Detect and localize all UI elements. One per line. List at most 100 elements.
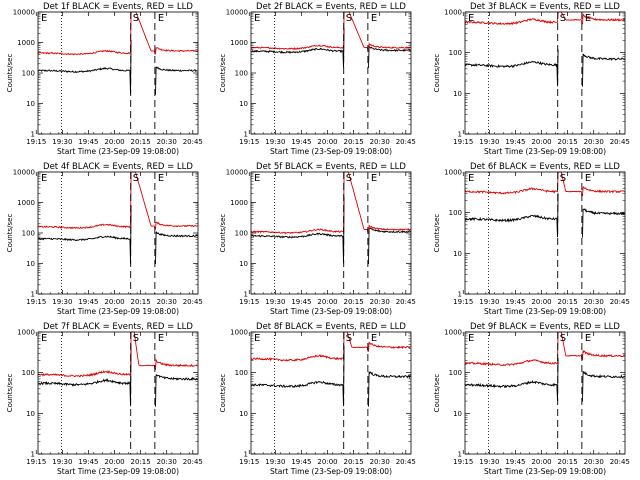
plot-frame: [464, 11, 626, 135]
x-tick-label: 19:15: [453, 138, 473, 146]
marker-label: E: [468, 173, 474, 184]
y-tick-label: 1000: [230, 39, 248, 47]
lld-rate-line: [250, 171, 411, 235]
y-tick-label: 10: [26, 100, 35, 108]
marker-label: S: [346, 173, 352, 184]
y-tick-label: 10: [453, 90, 462, 98]
marker-label: E: [585, 13, 591, 24]
x-tick-label: 20:45: [396, 138, 416, 146]
x-axis-label: Start Time (23-Sep-09 19:08:00): [57, 467, 179, 476]
x-tick-label: 20:45: [183, 298, 203, 306]
y-tick-label: 1: [458, 131, 462, 139]
marker-label: E: [371, 13, 377, 24]
y-tick-label: 1000: [17, 199, 35, 207]
x-axis-label: Start Time (23-Sep-09 19:08:00): [57, 147, 179, 156]
marker-label: S: [133, 13, 139, 24]
y-tick-label: 1000: [230, 199, 248, 207]
x-tick-label: 20:15: [344, 298, 364, 306]
x-tick-label: 20:45: [183, 458, 203, 466]
x-tick-label: 20:00: [104, 298, 124, 306]
lld-rate-line: [250, 331, 411, 362]
x-axis-label: Start Time (23-Sep-09 19:08:00): [484, 307, 606, 316]
marker-label: E: [254, 13, 260, 24]
y-tick-label: 1: [458, 451, 462, 459]
marker-label: E: [41, 13, 47, 24]
y-tick-label: 100: [235, 70, 248, 78]
y-tick-label: 100: [22, 369, 35, 377]
marker-label: E: [585, 333, 591, 344]
marker-label: E: [468, 333, 474, 344]
x-tick-label: 20:30: [157, 458, 177, 466]
x-tick-label: 20:30: [370, 138, 390, 146]
y-axis-label: Counts/sec: [219, 214, 227, 253]
y-tick-label: 10: [453, 250, 462, 258]
y-tick-label: 1: [244, 451, 248, 459]
x-tick-label: 19:30: [265, 458, 285, 466]
x-tick-label: 19:15: [453, 298, 473, 306]
x-tick-label: 20:15: [131, 298, 151, 306]
panel-title: Det 1f BLACK = Events, RED = LLD: [43, 2, 193, 12]
y-tick-label: 1000: [444, 169, 462, 177]
marker-label: E: [41, 173, 47, 184]
x-tick-label: 20:45: [610, 138, 630, 146]
event-rate-line: [37, 40, 198, 95]
y-tick-label: 10000: [226, 169, 248, 177]
y-tick-label: 10: [239, 100, 248, 108]
marker-label: E: [158, 173, 164, 184]
x-tick-label: 19:15: [239, 458, 259, 466]
y-tick-label: 10000: [13, 169, 35, 177]
x-tick-label: 19:45: [78, 458, 98, 466]
x-tick-label: 20:15: [558, 458, 578, 466]
x-axis-label: Start Time (23-Sep-09 19:08:00): [57, 307, 179, 316]
lld-rate-line: [37, 171, 198, 230]
y-tick-label: 100: [22, 70, 35, 78]
x-tick-label: 19:45: [78, 298, 98, 306]
y-tick-label: 1: [244, 291, 248, 299]
x-tick-label: 19:30: [52, 138, 72, 146]
x-tick-label: 20:30: [370, 298, 390, 306]
y-tick-label: 1000: [444, 9, 462, 17]
x-axis-label: Start Time (23-Sep-09 19:08:00): [270, 147, 392, 156]
marker-label: E: [158, 333, 164, 344]
x-tick-label: 20:00: [531, 458, 551, 466]
x-tick-label: 20:15: [558, 138, 578, 146]
panel-title: Det 7f BLACK = Events, RED = LLD: [43, 322, 193, 332]
y-axis-label: Counts/sec: [433, 374, 441, 413]
plot-frame: [250, 171, 412, 295]
panel-title: Det 2f BLACK = Events, RED = LLD: [256, 2, 406, 12]
x-tick-label: 20:30: [584, 138, 604, 146]
x-tick-label: 20:45: [396, 458, 416, 466]
x-tick-label: 19:45: [291, 138, 311, 146]
y-tick-label: 1000: [17, 329, 35, 337]
y-axis-label: Counts/sec: [6, 54, 14, 93]
x-tick-label: 19:30: [265, 138, 285, 146]
lld-rate-line: [251, 11, 411, 52]
plot-frame: [37, 331, 199, 455]
event-rate-line: [464, 49, 625, 87]
panel-title: Det 3f BLACK = Events, RED = LLD: [470, 2, 620, 12]
marker-label: S: [560, 333, 566, 344]
y-tick-label: 100: [22, 230, 35, 238]
x-tick-label: 20:45: [396, 298, 416, 306]
x-tick-label: 20:30: [370, 458, 390, 466]
marker-label: E: [371, 173, 377, 184]
x-tick-label: 20:00: [317, 138, 337, 146]
y-tick-label: 100: [449, 209, 462, 217]
y-axis-label: Counts/sec: [6, 374, 14, 413]
y-tick-label: 1: [31, 131, 35, 139]
event-rate-line: [250, 197, 411, 264]
panel-title: Det 5f BLACK = Events, RED = LLD: [256, 162, 406, 172]
panel-title: Det 4f BLACK = Events, RED = LLD: [43, 162, 193, 172]
x-tick-label: 19:30: [52, 298, 72, 306]
event-rate-line: [464, 357, 625, 402]
x-tick-label: 20:30: [584, 298, 604, 306]
y-tick-label: 100: [235, 369, 248, 377]
plot-frame: [464, 171, 626, 295]
y-tick-label: 100: [235, 230, 248, 238]
